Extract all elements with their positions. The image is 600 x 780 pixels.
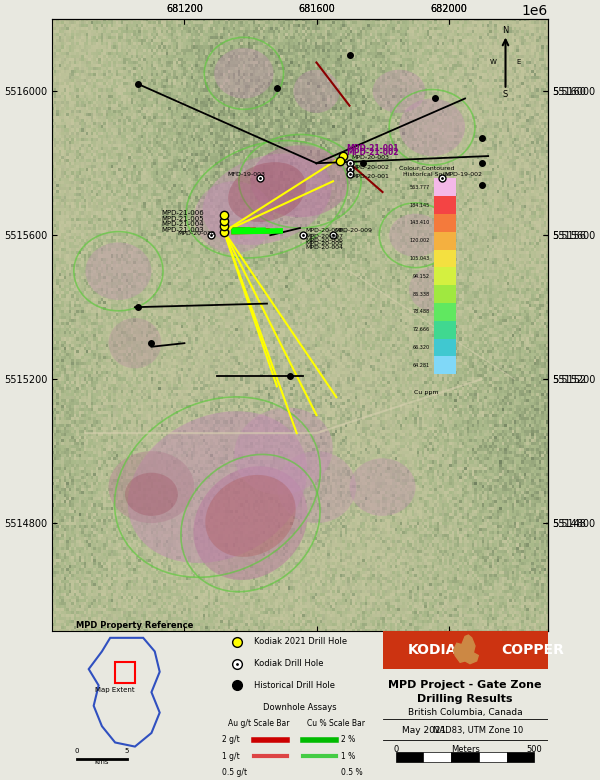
Text: 2 %: 2 % — [341, 736, 356, 744]
Text: MPD-20-004: MPD-20-004 — [305, 245, 343, 250]
Text: MFD-19-003: MFD-19-003 — [227, 172, 265, 177]
Bar — [424, 752, 451, 761]
Text: MPD-21-005: MPD-21-005 — [161, 216, 204, 222]
Text: Map Extent: Map Extent — [95, 687, 135, 693]
Ellipse shape — [389, 214, 442, 257]
Text: MPD-20-010: MPD-20-010 — [178, 231, 216, 236]
Ellipse shape — [194, 181, 274, 254]
Text: MPD-21-006: MPD-21-006 — [161, 211, 204, 216]
Text: 2 g/t: 2 g/t — [223, 736, 240, 744]
Text: Kodiak Drill Hole: Kodiak Drill Hole — [254, 659, 323, 668]
Ellipse shape — [193, 466, 308, 580]
Text: Historical Drill Hole: Historical Drill Hole — [254, 681, 335, 690]
Text: MPD-20-002: MPD-20-002 — [351, 165, 389, 170]
Bar — [396, 752, 424, 761]
Bar — [451, 752, 479, 761]
Text: MPD-20-009: MPD-20-009 — [335, 229, 373, 233]
Bar — [479, 752, 506, 761]
Text: MPD-21-003: MPD-21-003 — [161, 227, 204, 232]
Text: MPD-20-008: MPD-20-008 — [305, 229, 343, 233]
Text: Drilling Results: Drilling Results — [418, 694, 513, 704]
Text: MPD-21-001: MPD-21-001 — [346, 144, 399, 153]
Text: 0: 0 — [75, 748, 79, 754]
Bar — [506, 752, 535, 761]
Text: Cu % Scale Bar: Cu % Scale Bar — [307, 719, 365, 728]
Text: Kodiak 2021 Drill Hole: Kodiak 2021 Drill Hole — [254, 637, 347, 647]
Ellipse shape — [202, 154, 332, 245]
Text: 500: 500 — [527, 745, 542, 753]
Text: 0.5 g/t: 0.5 g/t — [223, 768, 248, 777]
Ellipse shape — [293, 69, 340, 113]
Text: KODIAK: KODIAK — [407, 643, 467, 657]
Text: 0: 0 — [393, 745, 398, 753]
Bar — [115, 662, 135, 682]
Text: MPD-20-005: MPD-20-005 — [305, 241, 343, 246]
Text: MPD-20-003: MPD-20-003 — [351, 155, 389, 160]
Ellipse shape — [85, 243, 151, 300]
Text: COPPER: COPPER — [502, 643, 564, 657]
Ellipse shape — [399, 98, 465, 156]
Text: 1 g/t: 1 g/t — [223, 752, 240, 760]
Ellipse shape — [228, 162, 306, 222]
Ellipse shape — [125, 473, 178, 516]
Ellipse shape — [250, 145, 350, 218]
Text: MPD-20-007: MPD-20-007 — [305, 234, 343, 239]
Ellipse shape — [109, 451, 194, 523]
Bar — [383, 631, 548, 669]
Text: Meters: Meters — [451, 745, 479, 753]
Text: MPD-21-002: MPD-21-002 — [346, 148, 399, 158]
Text: May 2021: May 2021 — [403, 725, 446, 735]
Text: MPD-21-004: MPD-21-004 — [161, 222, 204, 227]
Text: British Columbia, Canada: British Columbia, Canada — [408, 708, 523, 717]
Ellipse shape — [205, 475, 296, 557]
Text: MPD Project - Gate Zone: MPD Project - Gate Zone — [388, 680, 542, 690]
Text: MPD-20-006: MPD-20-006 — [305, 238, 343, 243]
Ellipse shape — [350, 459, 416, 516]
Ellipse shape — [373, 69, 425, 113]
Ellipse shape — [109, 318, 161, 368]
Text: NAD83, UTM Zone 10: NAD83, UTM Zone 10 — [433, 725, 523, 735]
Text: 1 %: 1 % — [341, 752, 356, 760]
Text: Downhole Assays: Downhole Assays — [263, 703, 337, 711]
Ellipse shape — [128, 411, 307, 563]
Ellipse shape — [214, 48, 274, 98]
Polygon shape — [454, 635, 478, 664]
Text: MPD-19-002: MPD-19-002 — [445, 172, 482, 177]
Text: Au g/t Scale Bar: Au g/t Scale Bar — [228, 719, 289, 728]
Ellipse shape — [234, 408, 333, 495]
Ellipse shape — [277, 451, 356, 523]
Ellipse shape — [409, 268, 455, 310]
Title: MPD Property Reference: MPD Property Reference — [76, 621, 194, 630]
Text: kms: kms — [95, 759, 109, 765]
Text: 5: 5 — [124, 748, 129, 754]
Text: 0.5 %: 0.5 % — [341, 768, 363, 777]
Text: MPD-20-001: MPD-20-001 — [351, 175, 389, 179]
